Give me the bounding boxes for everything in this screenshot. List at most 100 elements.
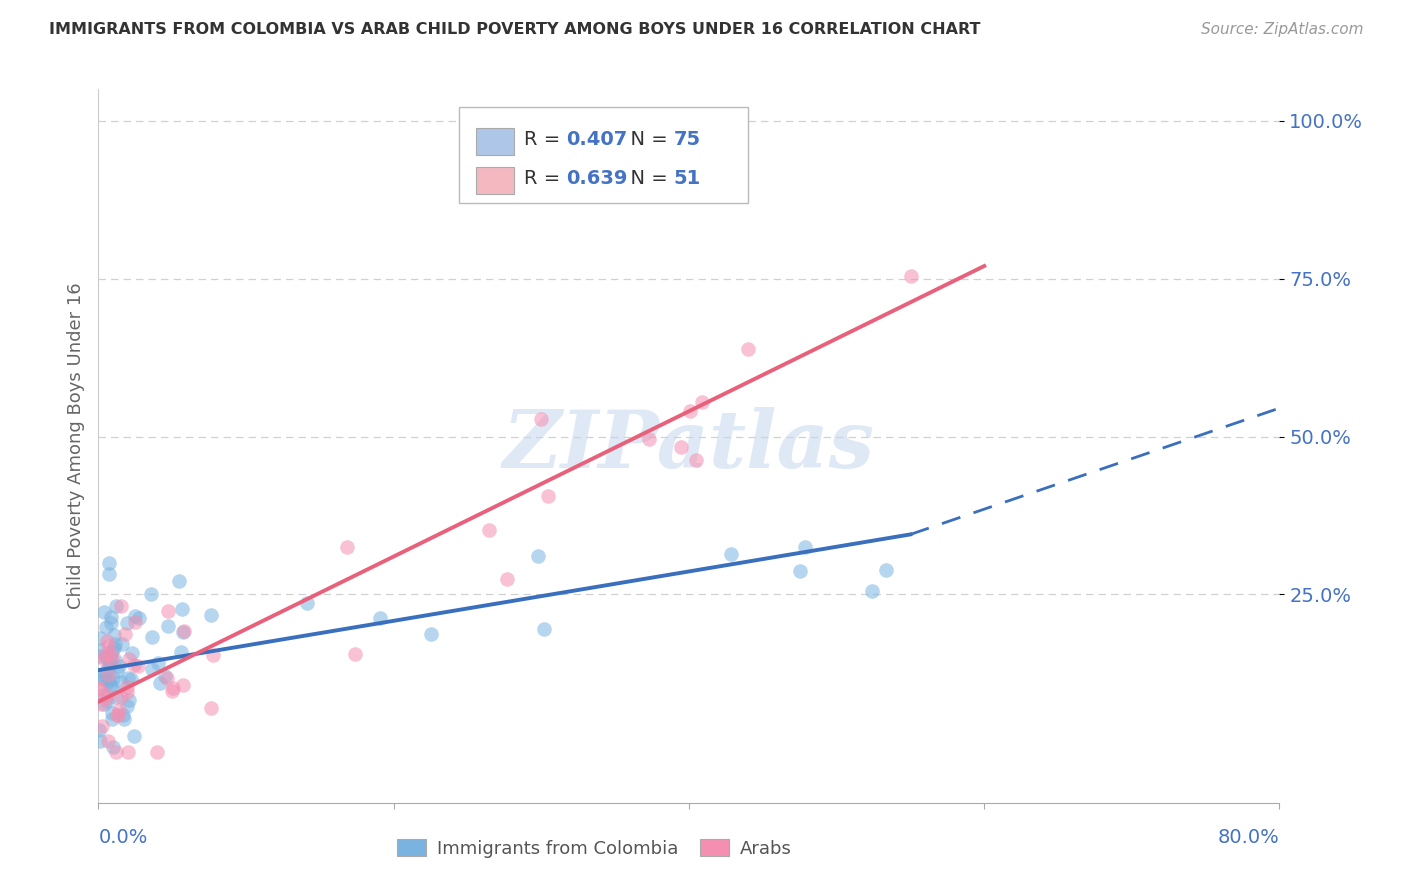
Point <box>478 524 501 538</box>
Point <box>97 674 120 689</box>
Point <box>110 675 132 690</box>
Point <box>115 680 138 694</box>
Point <box>121 646 143 660</box>
Text: R =: R = <box>523 169 567 188</box>
Point <box>486 158 509 172</box>
Point <box>101 644 124 658</box>
Point <box>97 668 120 682</box>
Point <box>860 584 883 599</box>
Point <box>104 599 127 613</box>
Point <box>172 678 194 692</box>
Point <box>96 691 118 706</box>
Point <box>419 627 441 641</box>
Point <box>120 673 142 687</box>
Point <box>101 712 124 726</box>
Point <box>157 618 180 632</box>
Point <box>200 608 222 623</box>
Point <box>94 665 117 680</box>
Point <box>124 729 146 743</box>
Point <box>89 681 111 696</box>
Text: 80.0%: 80.0% <box>1218 828 1279 847</box>
Point <box>200 701 222 715</box>
Text: 51: 51 <box>673 169 700 188</box>
Point <box>100 706 122 721</box>
Point <box>89 734 111 748</box>
Point <box>104 637 127 651</box>
Point <box>111 708 134 723</box>
Point <box>737 342 759 356</box>
Text: N =: N = <box>619 169 673 188</box>
Text: N =: N = <box>619 129 673 149</box>
Point <box>107 708 129 723</box>
Point <box>297 596 319 610</box>
Point <box>103 739 125 754</box>
FancyBboxPatch shape <box>458 107 748 203</box>
Point <box>122 658 145 673</box>
Point <box>690 395 713 409</box>
FancyBboxPatch shape <box>477 167 515 194</box>
Point <box>156 671 179 685</box>
Text: 0.407: 0.407 <box>567 129 627 149</box>
Point <box>107 659 129 673</box>
Point <box>89 642 111 657</box>
Point <box>173 624 195 639</box>
Text: R =: R = <box>523 129 567 149</box>
Point <box>100 657 122 671</box>
Point <box>900 268 922 283</box>
Point <box>97 657 120 671</box>
Point <box>96 694 118 708</box>
Point <box>100 652 122 666</box>
Point <box>118 693 141 707</box>
Point <box>93 672 115 686</box>
Point <box>794 540 817 554</box>
Point <box>94 620 117 634</box>
Y-axis label: Child Poverty Among Boys Under 16: Child Poverty Among Boys Under 16 <box>66 283 84 609</box>
Point <box>104 653 127 667</box>
Point <box>526 549 548 564</box>
Legend: Immigrants from Colombia, Arabs: Immigrants from Colombia, Arabs <box>389 832 799 865</box>
Point <box>368 611 391 625</box>
Point <box>127 658 149 673</box>
Point <box>105 708 128 723</box>
Point <box>100 610 122 624</box>
Text: IMMIGRANTS FROM COLOMBIA VS ARAB CHILD POVERTY AMONG BOYS UNDER 16 CORRELATION C: IMMIGRANTS FROM COLOMBIA VS ARAB CHILD P… <box>49 22 981 37</box>
Point <box>875 563 897 577</box>
Point <box>90 719 112 733</box>
Point <box>679 404 702 418</box>
Point <box>100 647 122 661</box>
Point <box>93 697 115 711</box>
Point <box>93 652 115 666</box>
Point <box>97 639 120 653</box>
Point <box>139 587 162 601</box>
Point <box>202 648 225 663</box>
Point <box>115 685 138 699</box>
Point <box>124 615 146 629</box>
Point <box>90 698 112 712</box>
Point <box>162 681 184 695</box>
Point <box>94 648 117 663</box>
Point <box>98 556 121 570</box>
FancyBboxPatch shape <box>477 128 515 155</box>
Point <box>104 745 127 759</box>
Point <box>87 681 110 695</box>
Point <box>103 628 125 642</box>
Point <box>105 690 128 704</box>
Point <box>124 608 146 623</box>
Point <box>87 648 110 663</box>
Point <box>97 734 120 748</box>
Point <box>537 489 560 503</box>
Point <box>495 572 517 586</box>
Point <box>530 412 553 426</box>
Point <box>343 647 366 661</box>
Point <box>89 631 111 645</box>
Text: 75: 75 <box>673 129 700 149</box>
Point <box>533 622 555 636</box>
Point <box>90 667 112 681</box>
Text: ZIPatlas: ZIPatlas <box>503 408 875 484</box>
Point <box>115 616 138 631</box>
Point <box>146 745 169 759</box>
Point <box>720 547 742 561</box>
Point <box>153 669 176 683</box>
Point <box>117 745 139 759</box>
Point <box>160 684 183 698</box>
